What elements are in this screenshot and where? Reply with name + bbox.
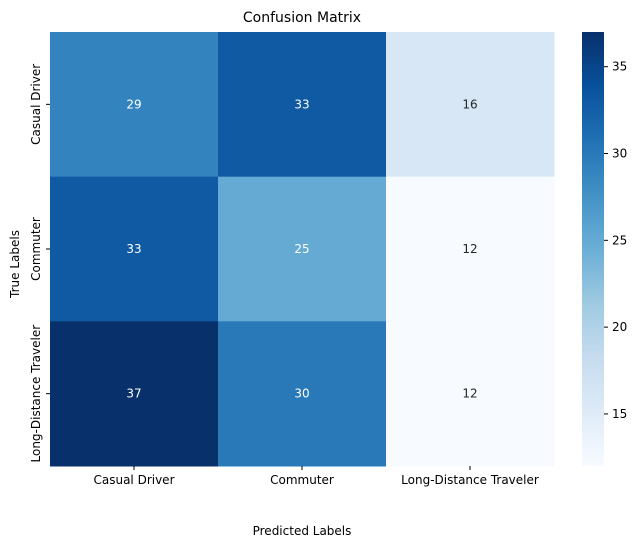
cell-value-label: 33 xyxy=(294,97,309,111)
heatmap-cell xyxy=(386,176,555,322)
colorbar-tick-label: 35 xyxy=(612,60,627,74)
y-tick-label: Long-Distance Traveler xyxy=(29,325,43,463)
heatmap-cell xyxy=(218,32,387,178)
cell-value-label: 12 xyxy=(462,242,477,256)
cell-value-label: 29 xyxy=(126,97,141,111)
heatmap-cell xyxy=(50,176,219,322)
y-tick-label: Casual Driver xyxy=(29,64,43,145)
y-tick-label: Commuter xyxy=(29,217,43,281)
y-axis-label: True Labels xyxy=(8,230,22,299)
chart-title: Confusion Matrix xyxy=(243,10,361,26)
heatmap-cell-labels: 29 33 16 33 25 12 37 30 12 xyxy=(126,97,477,400)
x-tick-label: Commuter xyxy=(270,473,334,487)
y-axis-ticks: Casual Driver Commuter Long-Distance Trave… xyxy=(29,64,50,463)
colorbar xyxy=(582,32,604,466)
cell-value-label: 37 xyxy=(126,387,141,401)
cell-value-label: 25 xyxy=(294,242,309,256)
heatmap-cell xyxy=(50,321,219,467)
heatmap-cell xyxy=(386,321,555,467)
colorbar-ticks: 15 20 25 30 35 xyxy=(604,60,627,421)
heatmap-cell xyxy=(50,32,219,178)
colorbar-tick-label: 20 xyxy=(612,320,627,334)
x-tick-label: Long-Distance Traveler xyxy=(401,473,539,487)
x-tick-label: Casual Driver xyxy=(93,473,174,487)
cell-value-label: 12 xyxy=(462,387,477,401)
heatmap-cell xyxy=(386,32,555,178)
colorbar-tick-label: 25 xyxy=(612,233,627,247)
colorbar-tick-label: 15 xyxy=(612,407,627,421)
colorbar-tick-label: 30 xyxy=(612,147,627,161)
x-axis-label: Predicted Labels xyxy=(253,524,352,538)
cell-value-label: 30 xyxy=(294,387,309,401)
heatmap-cell xyxy=(218,321,387,467)
cell-value-label: 33 xyxy=(126,242,141,256)
heatmap-cell xyxy=(218,176,387,322)
cell-value-label: 16 xyxy=(462,97,477,111)
heatmap-cells xyxy=(50,32,555,467)
x-axis-ticks: Casual Driver Commuter Long-Distance Trave… xyxy=(93,466,539,487)
